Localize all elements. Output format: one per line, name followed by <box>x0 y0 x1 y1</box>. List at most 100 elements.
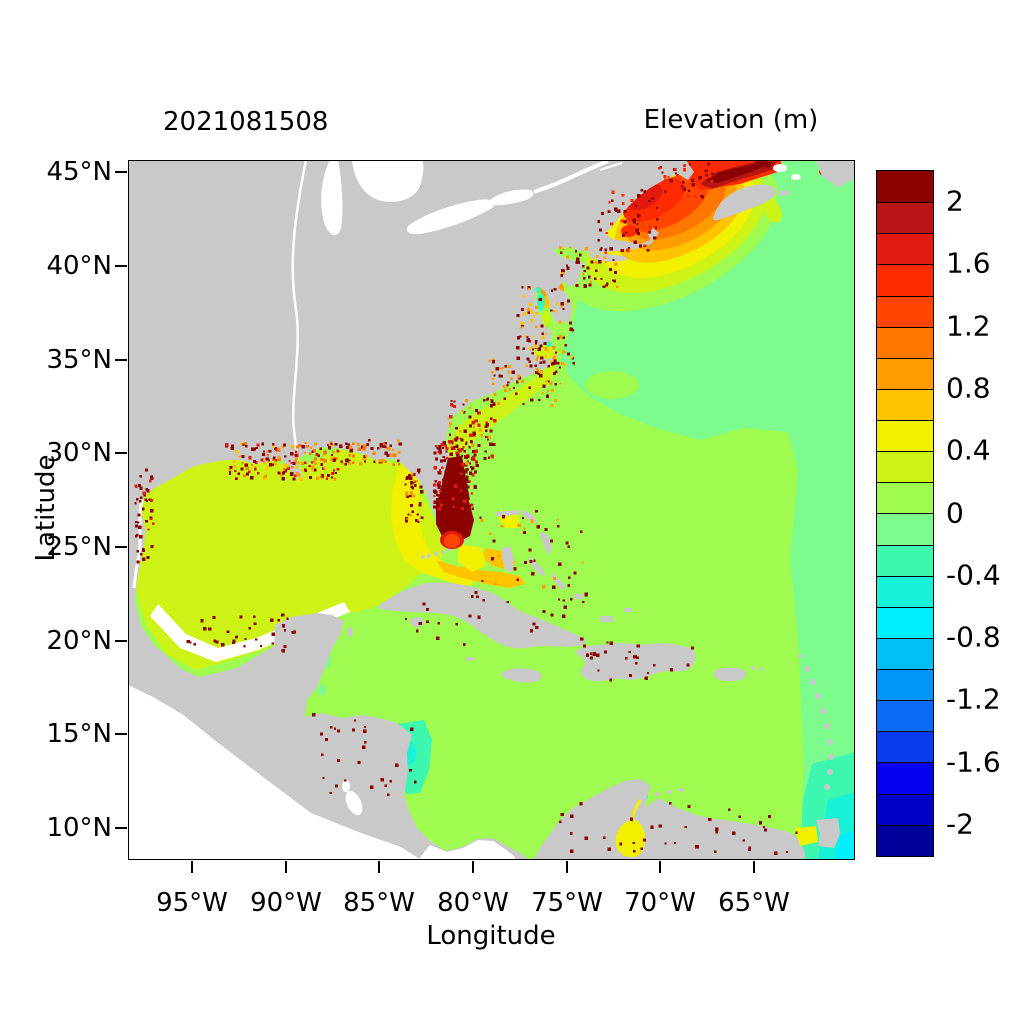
cape-breton-corner <box>816 160 855 188</box>
colorbar-cell <box>877 295 933 327</box>
colorbar-cell <box>877 606 933 638</box>
colorbar-cell <box>877 669 933 701</box>
south-america-landmass <box>533 779 805 860</box>
y-tick-mark <box>115 171 127 173</box>
jamaica <box>501 668 542 683</box>
gulf-of-paria-patch <box>795 826 818 846</box>
coastal-wet-dry-speckles <box>134 162 798 856</box>
y-tick-label: 15°N <box>46 719 112 749</box>
lake-michigan <box>321 160 343 236</box>
run-timestamp-label: 2021081508 <box>163 107 329 137</box>
colorbar-cell <box>877 575 933 607</box>
elevation-map <box>128 160 855 860</box>
y-tick-label: 20°N <box>46 626 112 656</box>
ocean-patch-positive <box>585 371 639 399</box>
colorbar-cell <box>877 793 933 825</box>
y-tick-label: 40°N <box>46 251 112 281</box>
x-tick-mark <box>659 861 661 873</box>
y-tick-label: 10°N <box>46 813 112 843</box>
long-island <box>588 252 628 262</box>
colorbar-cell <box>877 824 933 856</box>
y-tick-label: 45°N <box>46 157 112 187</box>
x-tick-mark <box>472 861 474 873</box>
lake-huron <box>352 160 424 202</box>
lake-erie <box>406 199 495 235</box>
x-tick-label: 90°W <box>250 888 322 918</box>
x-tick-label: 85°W <box>343 888 415 918</box>
colorbar-cell <box>877 637 933 669</box>
cuba <box>378 582 586 649</box>
lake-maracaibo-patch <box>615 819 646 858</box>
chesapeake-bay-patch <box>537 293 545 311</box>
colorbar-tick-label: -0.4 <box>946 558 1001 592</box>
colorbar-tick-label: 0.8 <box>946 371 991 405</box>
colorbar-tick-label: -1.6 <box>946 745 1001 779</box>
x-tick-label: 95°W <box>156 888 228 918</box>
st-lawrence-river <box>533 160 609 194</box>
colorbar-cell <box>877 451 933 483</box>
cozumel <box>347 627 353 637</box>
ocean-region-negative-anomaly <box>560 160 855 860</box>
y-tick-mark <box>115 827 127 829</box>
colorbar-title: Elevation (m) <box>643 105 819 135</box>
lake-ontario <box>487 189 534 206</box>
florida-keys <box>421 547 451 559</box>
colorbar-tick-label: -1.2 <box>946 682 1001 716</box>
colorbar-tick-label: -2 <box>946 807 974 841</box>
x-tick-label: 75°W <box>531 888 603 918</box>
y-tick-label: 30°N <box>46 438 112 468</box>
x-tick-label: 65°W <box>718 888 790 918</box>
mississippi-river <box>291 160 308 463</box>
colorbar-cell <box>877 202 933 234</box>
colorbar-tick-label: 1.2 <box>946 309 991 343</box>
magdalen-islands <box>773 164 787 172</box>
colorbar-cell <box>877 762 933 794</box>
y-tick-mark <box>115 265 127 267</box>
x-tick-mark <box>191 861 193 873</box>
y-tick-mark <box>115 452 127 454</box>
colorbar-cell <box>877 544 933 576</box>
colorbar-tick-label: -0.8 <box>946 620 1001 654</box>
colorbar-tick-label: 2 <box>946 184 964 218</box>
out-of-domain-white <box>128 160 801 860</box>
florida-straits-band <box>436 560 526 588</box>
puerto-rico <box>713 667 747 682</box>
colorbar-cell <box>877 326 933 358</box>
colorbar-cell <box>877 700 933 732</box>
y-tick-label: 35°N <box>46 345 112 375</box>
colorbar-tick-label: 1.6 <box>946 246 991 280</box>
nova-scotia <box>713 184 777 221</box>
trinidad <box>816 818 840 848</box>
campeche-no-data-band <box>150 602 350 662</box>
x-axis-title: Longitude <box>426 921 556 951</box>
colorbar-cell <box>877 482 933 514</box>
colorbar-cell <box>877 171 933 203</box>
lake-nicaragua <box>345 790 363 816</box>
texas-lagoon <box>132 499 144 589</box>
cayman <box>465 657 475 661</box>
y-tick-mark <box>115 359 127 361</box>
colorbar <box>876 170 934 857</box>
colorbar-cell <box>877 357 933 389</box>
lesser-antilles <box>654 654 834 796</box>
biscayne-core <box>444 534 460 548</box>
colorbar-cell <box>877 233 933 265</box>
colorbar-cell <box>877 513 933 545</box>
x-tick-mark <box>378 861 380 873</box>
x-tick-label: 70°W <box>624 888 696 918</box>
colorbar-cell <box>877 264 933 296</box>
y-tick-mark <box>115 733 127 735</box>
y-tick-mark <box>115 546 127 548</box>
colorbar-cell <box>877 731 933 763</box>
x-tick-label: 80°W <box>437 888 509 918</box>
north-america-landmass <box>128 160 694 860</box>
y-tick-label: 25°N <box>46 532 112 562</box>
x-tick-mark <box>285 861 287 873</box>
pacific-ocean-blank <box>128 685 421 860</box>
x-tick-mark <box>753 861 755 873</box>
colorbar-tick-label: 0 <box>946 496 964 529</box>
gulf-of-mexico-region <box>132 449 446 670</box>
y-tick-mark <box>115 640 127 642</box>
colorbar-cell <box>877 388 933 420</box>
